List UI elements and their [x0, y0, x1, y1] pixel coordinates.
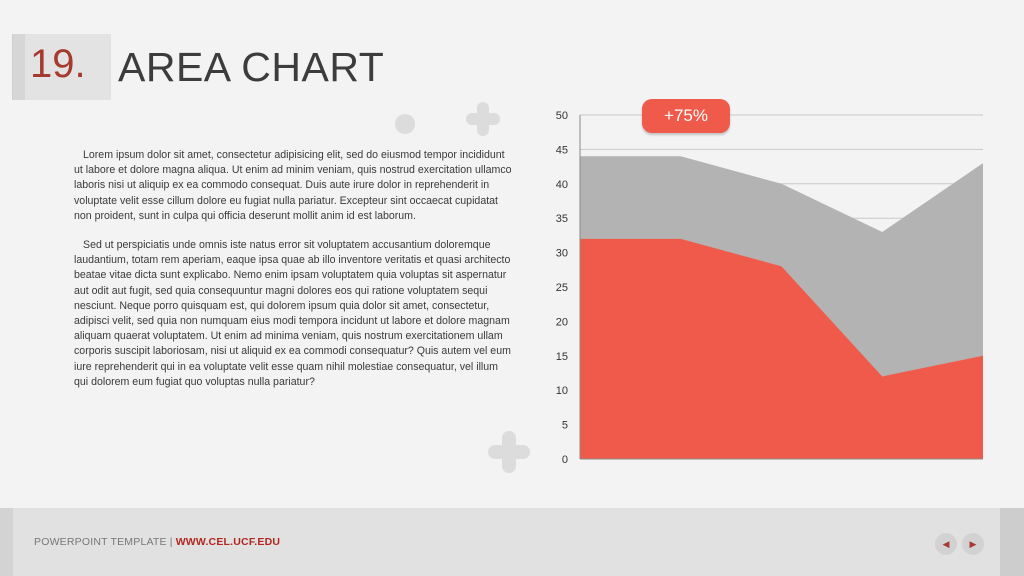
- footer-label: POWERPOINT TEMPLATE: [34, 536, 167, 548]
- y-tick-label: 50: [556, 110, 568, 122]
- slide-number-box: [12, 34, 111, 100]
- footer-separator: |: [169, 536, 173, 548]
- paragraph: Lorem ipsum dolor sit amet, consectetur …: [74, 149, 512, 222]
- circle-decoration: [395, 114, 415, 134]
- y-tick-label: 35: [556, 213, 568, 225]
- slide-title: AREA CHART: [118, 44, 385, 90]
- percentage-badge: +75%: [642, 99, 730, 133]
- y-tick-label: 0: [562, 454, 568, 466]
- next-arrow-icon[interactable]: ▶: [962, 533, 984, 555]
- y-tick-label: 5: [562, 420, 568, 432]
- footer-text: POWERPOINT TEMPLATE | WWW.CEL.UCF.EDU: [34, 536, 280, 548]
- area-series: [580, 238, 983, 459]
- plus-decoration: [488, 431, 530, 473]
- y-tick-label: 10: [556, 385, 568, 397]
- area-chart: 0 5 10 15 20 25 30 35 40 45 50: [556, 110, 983, 466]
- y-tick-label: 20: [556, 316, 568, 328]
- y-tick-label: 30: [556, 248, 568, 260]
- prev-arrow-icon[interactable]: ◀: [935, 533, 957, 555]
- y-tick-label: 40: [556, 179, 568, 191]
- footer-url[interactable]: WWW.CEL.UCF.EDU: [175, 536, 281, 548]
- slide-number: 19.: [30, 42, 86, 86]
- footer-bar: [0, 508, 1024, 576]
- paragraph: Sed ut perspiciatis unde omnis iste natu…: [74, 239, 511, 388]
- y-tick-label: 45: [556, 144, 568, 156]
- y-tick-label: 25: [556, 282, 568, 294]
- y-tick-label: 15: [556, 351, 568, 363]
- plus-decoration: [466, 102, 500, 136]
- body-text: Lorem ipsum dolor sit amet, consectetur …: [74, 148, 514, 404]
